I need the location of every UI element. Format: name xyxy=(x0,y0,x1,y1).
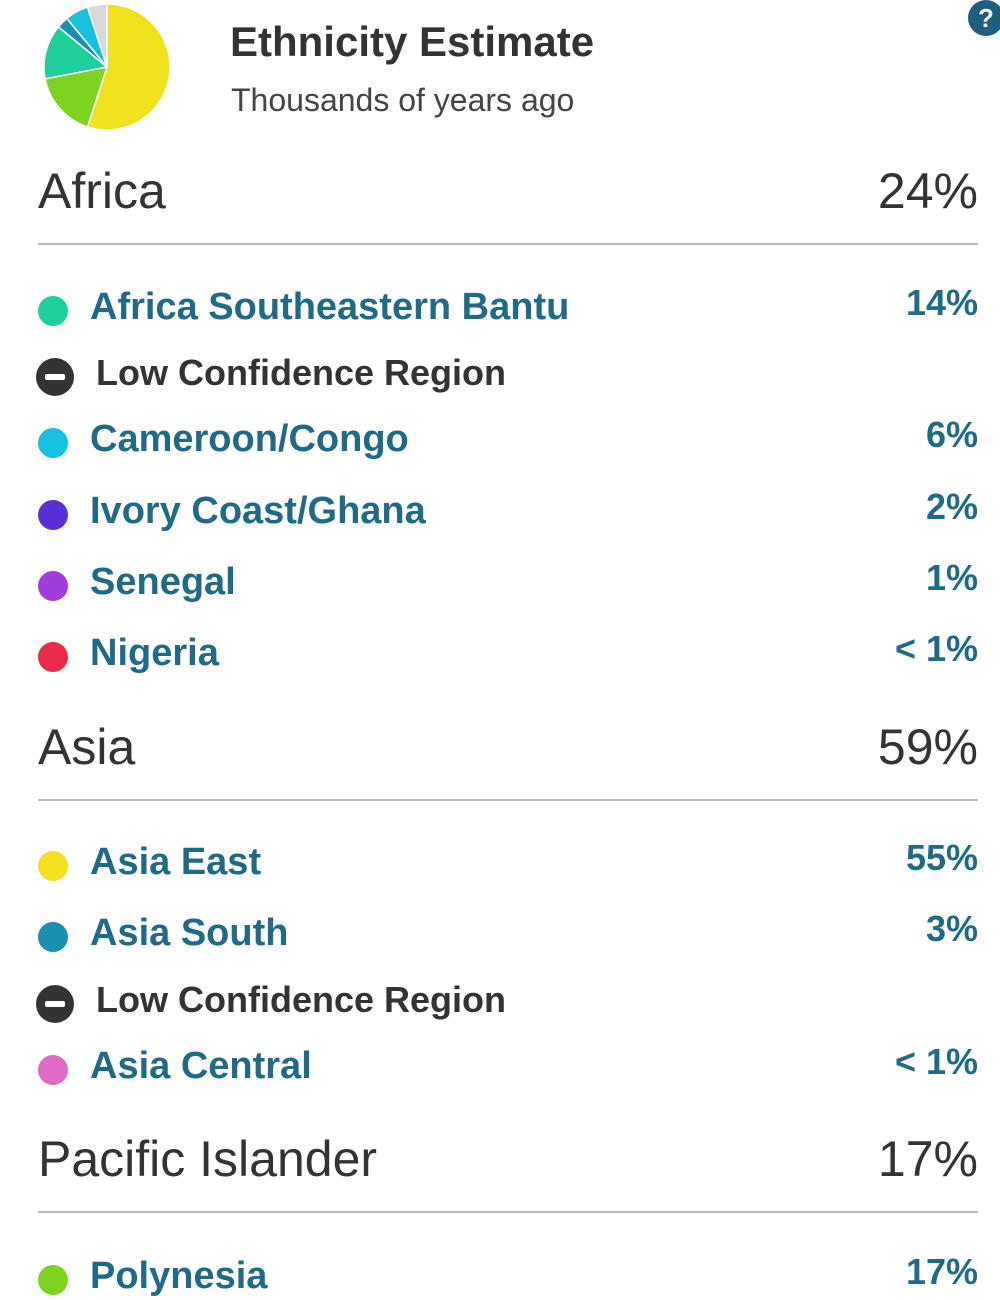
region-name: Polynesia xyxy=(90,1255,268,1297)
pie-slice xyxy=(86,3,108,68)
region-color-dot xyxy=(38,922,68,952)
divider xyxy=(38,799,978,801)
region-row[interactable]: Asia South 3% xyxy=(38,908,978,956)
region-percent: < 1% xyxy=(894,628,978,669)
group-header-pacific-islander[interactable]: Pacific Islander 17% xyxy=(38,1130,978,1190)
minus-circle-icon xyxy=(36,985,74,1023)
region-percent: < 1% xyxy=(894,1041,978,1082)
pie-slice xyxy=(86,3,171,131)
minus-circle-icon xyxy=(36,358,74,396)
region-percent: 6% xyxy=(925,414,978,455)
divider xyxy=(38,1211,978,1213)
group-percent: 59% xyxy=(877,719,978,775)
region-percent: 14% xyxy=(905,282,978,323)
group-header-asia[interactable]: Asia 59% xyxy=(38,718,978,778)
group-percent: 24% xyxy=(877,163,978,219)
region-name: Nigeria xyxy=(90,632,219,674)
region-row[interactable]: Asia East 55% xyxy=(38,837,978,885)
region-color-dot xyxy=(38,500,68,530)
pie-slice xyxy=(44,66,109,128)
low-confidence-label: Low Confidence Region xyxy=(96,979,506,1020)
region-row[interactable]: Polynesia 17% xyxy=(38,1251,978,1299)
region-color-dot xyxy=(38,1265,68,1295)
low-confidence-label: Low Confidence Region xyxy=(96,352,506,393)
region-percent: 17% xyxy=(905,1251,978,1292)
group-header-africa[interactable]: Africa 24% xyxy=(38,162,978,222)
low-confidence-row[interactable]: Low Confidence Region xyxy=(36,352,976,396)
region-percent: 3% xyxy=(925,908,978,949)
region-color-dot xyxy=(38,1055,68,1085)
region-row[interactable]: Ivory Coast/Ghana 2% xyxy=(38,486,978,534)
region-row[interactable]: Africa Southeastern Bantu 14% xyxy=(38,282,978,330)
region-color-dot xyxy=(38,642,68,672)
region-color-dot xyxy=(38,571,68,601)
region-percent: 1% xyxy=(925,557,978,598)
region-name: Cameroon/Congo xyxy=(90,418,409,460)
page-subtitle: Thousands of years ago xyxy=(231,82,575,118)
region-name: Africa Southeastern Bantu xyxy=(90,286,570,328)
region-name: Asia South xyxy=(90,912,289,954)
region-row[interactable]: Asia Central < 1% xyxy=(38,1041,978,1089)
region-name: Asia Central xyxy=(90,1045,312,1087)
group-percent: 17% xyxy=(877,1131,978,1187)
region-name: Asia East xyxy=(90,841,262,883)
pie-slice xyxy=(43,25,109,80)
low-confidence-row[interactable]: Low Confidence Region xyxy=(36,979,976,1023)
region-color-dot xyxy=(38,428,68,458)
page-title: Ethnicity Estimate xyxy=(230,18,595,65)
group-name: Pacific Islander xyxy=(38,1131,378,1187)
region-percent: 55% xyxy=(905,837,978,878)
region-percent: 2% xyxy=(925,486,978,527)
region-color-dot xyxy=(38,851,68,881)
help-icon[interactable]: ? xyxy=(968,0,1000,36)
ethnicity-pie-icon xyxy=(43,3,171,131)
region-row[interactable]: Nigeria < 1% xyxy=(38,628,978,676)
region-name: Senegal xyxy=(90,561,236,603)
region-row[interactable]: Senegal 1% xyxy=(38,557,978,605)
group-name: Asia xyxy=(38,719,136,775)
header: Ethnicity Estimate Thousands of years ag… xyxy=(0,0,1000,150)
group-name: Africa xyxy=(38,163,166,219)
divider xyxy=(38,243,978,245)
region-name: Ivory Coast/Ghana xyxy=(90,490,426,532)
region-color-dot xyxy=(38,296,68,326)
region-row[interactable]: Cameroon/Congo 6% xyxy=(38,414,978,462)
